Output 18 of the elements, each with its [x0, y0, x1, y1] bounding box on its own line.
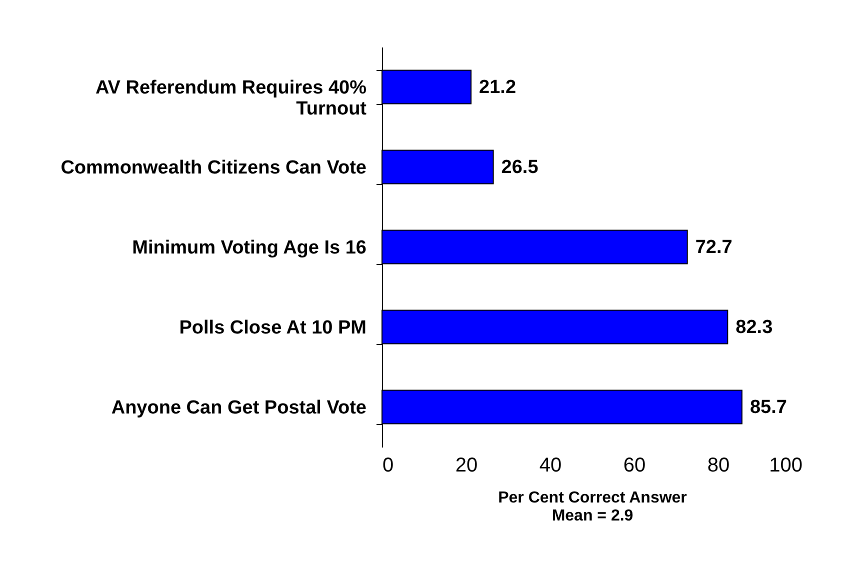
x-tick-label: 40 [539, 454, 562, 476]
data-label: 85.7 [750, 397, 787, 418]
x-tick-label: 80 [707, 454, 730, 476]
x-axis-title: Per Cent Correct Answer [498, 490, 687, 506]
y-tick-label: Minimum Voting Age Is 16 [132, 238, 366, 258]
data-label: 72.7 [695, 237, 732, 258]
x-tick-label: 20 [455, 454, 478, 476]
x-tick-label: 100 [769, 454, 802, 476]
x-tick-label: 0 [382, 454, 394, 476]
y-tick-label: AV Referendum Requires 40% Turnout [95, 78, 368, 120]
y-tick-label: Commonwealth Citizens Can Vote [60, 158, 366, 178]
y-tick-label: Polls Close At 10 PM [179, 318, 366, 338]
x-tick-label: 60 [623, 454, 646, 476]
data-label: 82.3 [736, 317, 773, 338]
text: Mean = 2.9 [552, 508, 634, 524]
data-label: 26.5 [501, 157, 539, 178]
y-tick-label: Anyone Can Get Postal Vote [111, 398, 366, 418]
data-label: 21.2 [479, 77, 516, 98]
